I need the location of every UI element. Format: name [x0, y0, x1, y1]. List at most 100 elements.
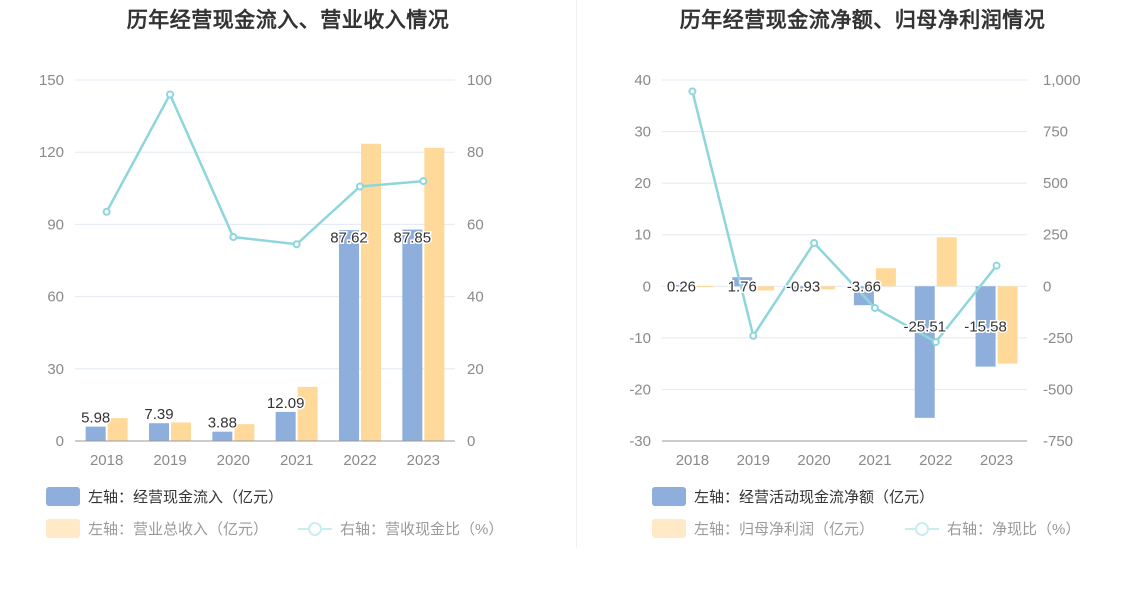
legend-swatch-bar-orange: [46, 519, 80, 538]
bar-orange: [997, 286, 1018, 364]
data-label: 87.62: [330, 230, 368, 247]
panel-divider: [576, 0, 577, 548]
ratio-line: [105, 91, 424, 246]
left-axis-tick-label: 40: [634, 72, 651, 89]
data-label: -3.66: [847, 278, 881, 295]
bar-orange: [875, 268, 896, 287]
category-axis-label: 2020: [797, 452, 830, 469]
bar-blue: [671, 284, 692, 287]
bar-blue: [975, 286, 996, 367]
left-axis-tick-label: 90: [47, 216, 64, 233]
legend-swatch-line-icon: [905, 519, 939, 538]
bar-blue: [212, 431, 233, 441]
category-axis-label: 2020: [217, 452, 250, 469]
ratio-line-point: [229, 233, 238, 242]
left-axis-tick-label: 120: [39, 144, 64, 161]
ratio-line-point: [688, 87, 697, 96]
ratio-line-point: [419, 177, 428, 186]
ratio-line-point: [292, 240, 301, 249]
data-label: 3.88: [208, 415, 237, 432]
legend-swatch-bar-orange: [652, 519, 686, 538]
bar-blue: [914, 286, 935, 418]
ratio-line: [691, 91, 998, 344]
category-axis-label: 2022: [343, 452, 376, 469]
bar-orange: [754, 286, 775, 291]
bar-blue: [339, 230, 359, 441]
right-axis-tick-label: 750: [1043, 124, 1068, 141]
bar-orange: [693, 286, 714, 288]
left-axis-tick-label: 150: [39, 72, 64, 89]
right-axis-tick-label: -250: [1043, 330, 1073, 347]
legend-item-net-operating-cash[interactable]: 左轴：经营活动现金流净额（亿元）: [652, 486, 934, 507]
bar-blue: [149, 423, 169, 441]
bar-blue: [793, 286, 814, 292]
legend-swatch-bar-blue: [46, 487, 80, 506]
category-axis-label: 2019: [737, 452, 770, 469]
chart-title: 历年经营现金流入、营业收入情况: [126, 9, 450, 32]
data-label: -0.93: [786, 278, 820, 295]
bar-orange: [424, 147, 445, 442]
right-axis-tick-label: 1,000: [1043, 72, 1081, 89]
category-axis-label: 2023: [980, 452, 1013, 469]
data-label: 5.98: [81, 410, 110, 427]
chart-panel-cash-inflow-revenue: 历年经营现金流入、营业收入情况 0 30 60 90 120 150 0 20 40 60 80 10…: [0, 0, 576, 560]
legend-label: 左轴：经营活动现金流净额（亿元）: [694, 489, 935, 506]
right-axis-tick-label: 80: [467, 144, 484, 161]
right-axis-tick-label: 20: [467, 361, 484, 378]
ratio-line-point: [102, 207, 111, 216]
bar-blue: [402, 229, 423, 441]
legend-item-revenue-cash-ratio[interactable]: 右轴：营收现金比（%）: [298, 518, 503, 539]
bar-orange: [297, 386, 318, 441]
bar-orange: [936, 237, 957, 287]
legend-item-cash-inflow[interactable]: 左轴：经营现金流入（亿元）: [46, 486, 283, 507]
bar-orange: [171, 422, 191, 441]
bar-blue: [85, 426, 106, 441]
data-label: 7.39: [144, 406, 173, 423]
legend-swatch-bar-blue: [652, 487, 686, 506]
chart-plot-area: 0 30 60 90 120 150 0 20 40 60 80 100 2018 2019 2020 202…: [39, 72, 492, 469]
left-axis-tick-label: 20: [634, 175, 651, 192]
legend-label: 右轴：营收现金比（%）: [340, 521, 504, 538]
legend-label: 左轴：经营现金流入（亿元）: [88, 489, 284, 506]
ratio-line-point: [356, 182, 364, 191]
right-axis-tick-label: 250: [1043, 227, 1068, 244]
right-axis-tick-label: 0: [1043, 278, 1051, 295]
chart-title: 历年经营现金流净额、归母净利润情况: [679, 9, 1046, 32]
data-label: 87.85: [394, 229, 432, 246]
legend-item-net-cash-ratio[interactable]: 右轴：净现比（%）: [905, 518, 1080, 539]
category-axis-label: 2021: [280, 452, 313, 469]
chart-panel-net-cash-profit: 历年经营现金流净额、归母净利润情况 -30 -20 -10 0 10 20 30 40 -750…: [577, 0, 1148, 560]
category-axis-label: 2019: [153, 452, 186, 469]
left-axis-tick-label: -10: [629, 330, 651, 347]
bar-orange: [815, 286, 836, 290]
right-axis-tick-label: 0: [467, 433, 475, 450]
left-axis-tick-label: -30: [629, 433, 651, 450]
data-label: 12.09: [267, 395, 305, 412]
ratio-line-point: [870, 303, 879, 312]
right-axis-tick-label: 60: [467, 216, 484, 233]
right-axis-tick-label: 40: [467, 289, 484, 306]
data-label: 1.76: [728, 278, 757, 295]
legend-label: 左轴：归母净利润（亿元）: [694, 521, 875, 538]
bar-orange: [361, 143, 381, 441]
category-axis-label: 2023: [407, 452, 440, 469]
left-axis-tick-label: -20: [629, 381, 651, 398]
data-label: -25.51: [903, 318, 946, 335]
ratio-line-point: [749, 331, 758, 340]
category-axis-label: 2018: [90, 452, 123, 469]
data-label: 0.26: [667, 278, 696, 295]
left-axis-tick-label: 30: [634, 124, 651, 141]
legend-item-revenue[interactable]: 左轴：营业总收入（亿元）: [46, 518, 268, 539]
left-axis-tick-label: 30: [47, 361, 64, 378]
left-axis-tick-label: 0: [643, 278, 651, 295]
ratio-line-point: [810, 238, 819, 247]
legend-item-net-profit[interactable]: 左轴：归母净利润（亿元）: [652, 518, 874, 539]
ratio-line-point: [166, 90, 174, 99]
data-label: -15.58: [964, 318, 1007, 335]
legend-label: 右轴：净现比（%）: [947, 521, 1081, 538]
legend-label: 左轴：营业总收入（亿元）: [88, 521, 269, 538]
chart-plot-area: -30 -20 -10 0 10 20 30 40 -750 -500 -250 0 250 500 750…: [629, 72, 1081, 469]
left-axis-tick-label: 60: [47, 289, 64, 306]
legend-swatch-line-icon: [298, 519, 332, 538]
bar-orange: [107, 418, 128, 441]
